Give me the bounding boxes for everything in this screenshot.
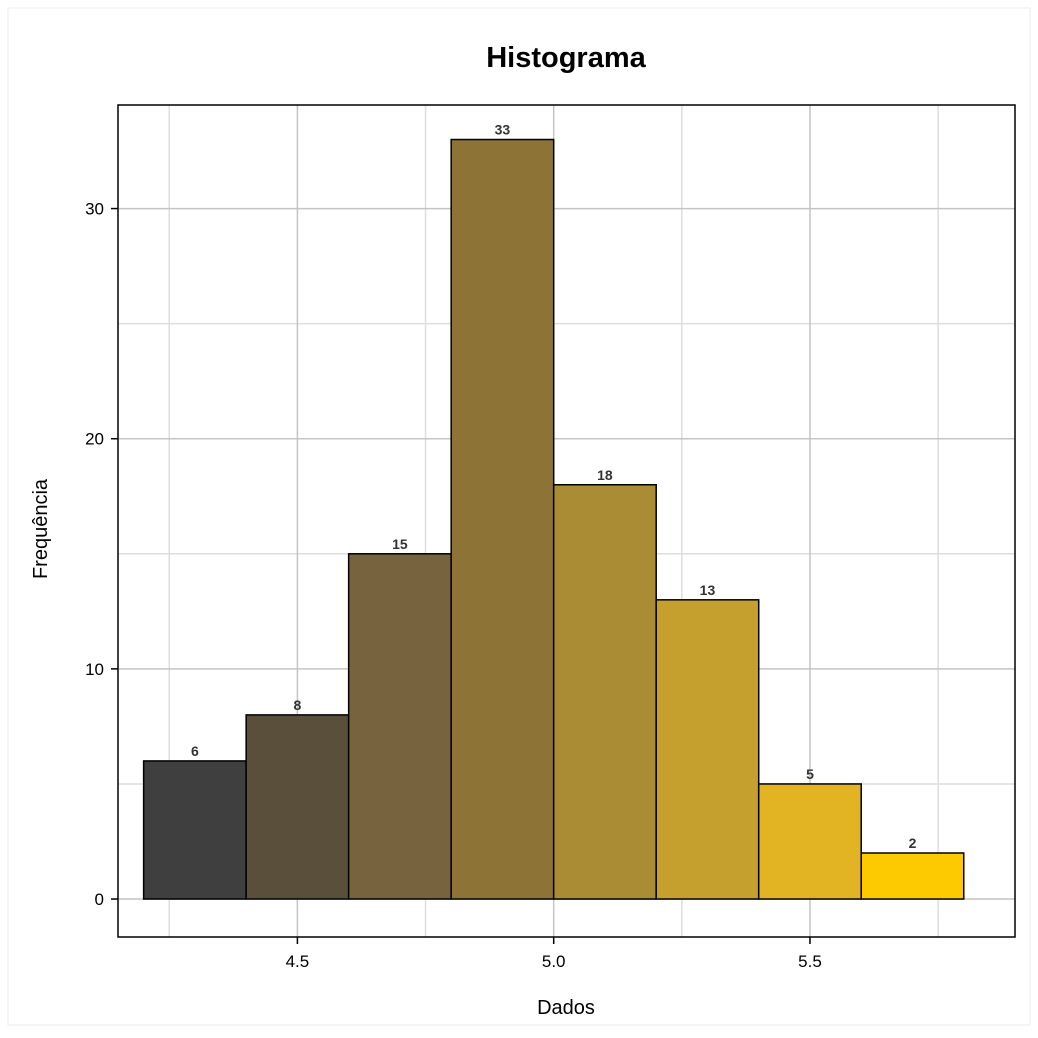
y-tick-label: 30 (85, 200, 104, 219)
plot-frame (117, 104, 1016, 938)
bar-value-label: 2 (909, 835, 917, 851)
bar-value-label: 13 (700, 582, 716, 598)
y-tick-label: 0 (95, 890, 104, 909)
histogram-bar (655, 599, 760, 900)
bar-value-label: 15 (392, 536, 408, 552)
x-axis-label: Dados (537, 997, 595, 1019)
histogram-bar (142, 760, 247, 900)
histogram-bar (450, 138, 555, 900)
bar-group (142, 138, 965, 900)
axis-group (117, 104, 1016, 938)
bar-value-label: 6 (191, 743, 199, 759)
histogram-bar (757, 783, 862, 900)
y-tick-label: 20 (85, 430, 104, 449)
bar-value-label: 5 (806, 766, 814, 782)
histogram-bar (860, 852, 965, 900)
bar-value-label: 18 (597, 467, 613, 483)
x-tick-label: 5.5 (798, 952, 822, 971)
chart-title: Histograma (486, 42, 646, 74)
tick-group: 4.5 5.0 5.5 0 10 20 30 (85, 200, 822, 971)
y-axis-label: Frequência (30, 478, 52, 579)
histogram-bar (245, 714, 350, 900)
x-tick-label: 4.5 (286, 952, 310, 971)
y-tick-label: 10 (85, 660, 104, 679)
histogram-bar (347, 553, 452, 900)
x-tick-label: 5.0 (542, 952, 566, 971)
data-label-group: 6 8 15 33 18 13 5 2 (191, 122, 917, 851)
bar-value-label: 8 (294, 697, 302, 713)
bar-value-label: 33 (495, 122, 511, 138)
histogram-bar (552, 484, 657, 900)
